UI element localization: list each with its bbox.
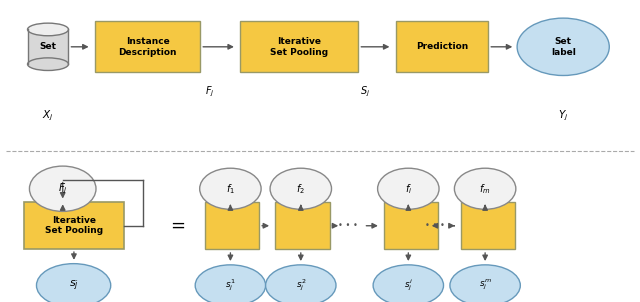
Text: $X_j$: $X_j$ [42, 109, 54, 124]
Text: Instance
Description: Instance Description [118, 37, 177, 56]
Text: $s_j^2$: $s_j^2$ [296, 278, 306, 293]
FancyBboxPatch shape [95, 21, 200, 72]
Ellipse shape [29, 166, 96, 211]
Text: Set
label: Set label [551, 37, 575, 56]
Text: Prediction: Prediction [416, 42, 468, 51]
Ellipse shape [270, 168, 332, 209]
FancyBboxPatch shape [240, 21, 358, 72]
FancyBboxPatch shape [275, 202, 330, 249]
FancyBboxPatch shape [384, 202, 438, 249]
Ellipse shape [28, 58, 68, 70]
Text: $F_j$: $F_j$ [205, 85, 214, 99]
Text: $f_1$: $f_1$ [226, 182, 235, 196]
Ellipse shape [378, 168, 439, 209]
Text: $f_2$: $f_2$ [296, 182, 305, 196]
FancyBboxPatch shape [396, 21, 488, 72]
FancyBboxPatch shape [461, 202, 515, 249]
Text: Iterative
Set Pooling: Iterative Set Pooling [45, 216, 103, 236]
Text: $s_j$: $s_j$ [68, 278, 79, 293]
Ellipse shape [266, 265, 336, 302]
Text: $S_j$: $S_j$ [360, 85, 370, 99]
Ellipse shape [517, 18, 609, 76]
Text: $Y_j$: $Y_j$ [558, 109, 568, 124]
Text: $s_j^1$: $s_j^1$ [225, 278, 236, 293]
Ellipse shape [373, 265, 444, 302]
Ellipse shape [36, 264, 111, 302]
FancyBboxPatch shape [205, 202, 259, 249]
Ellipse shape [195, 265, 266, 302]
FancyBboxPatch shape [24, 202, 124, 249]
Ellipse shape [450, 265, 520, 302]
Text: $f_i$: $f_i$ [404, 182, 412, 196]
FancyBboxPatch shape [28, 30, 68, 64]
Ellipse shape [28, 23, 68, 36]
Text: • • •: • • • [425, 221, 445, 230]
Ellipse shape [454, 168, 516, 209]
Text: $s_j^m$: $s_j^m$ [479, 278, 492, 292]
Text: • • •: • • • [337, 221, 358, 230]
Text: Set: Set [40, 42, 56, 51]
Text: $f_m$: $f_m$ [479, 182, 491, 196]
Text: $s_j^i$: $s_j^i$ [404, 278, 413, 293]
Text: $F_j$: $F_j$ [58, 182, 68, 196]
Ellipse shape [200, 168, 261, 209]
Text: Iterative
Set Pooling: Iterative Set Pooling [270, 37, 328, 56]
Text: $=$: $=$ [166, 216, 186, 234]
